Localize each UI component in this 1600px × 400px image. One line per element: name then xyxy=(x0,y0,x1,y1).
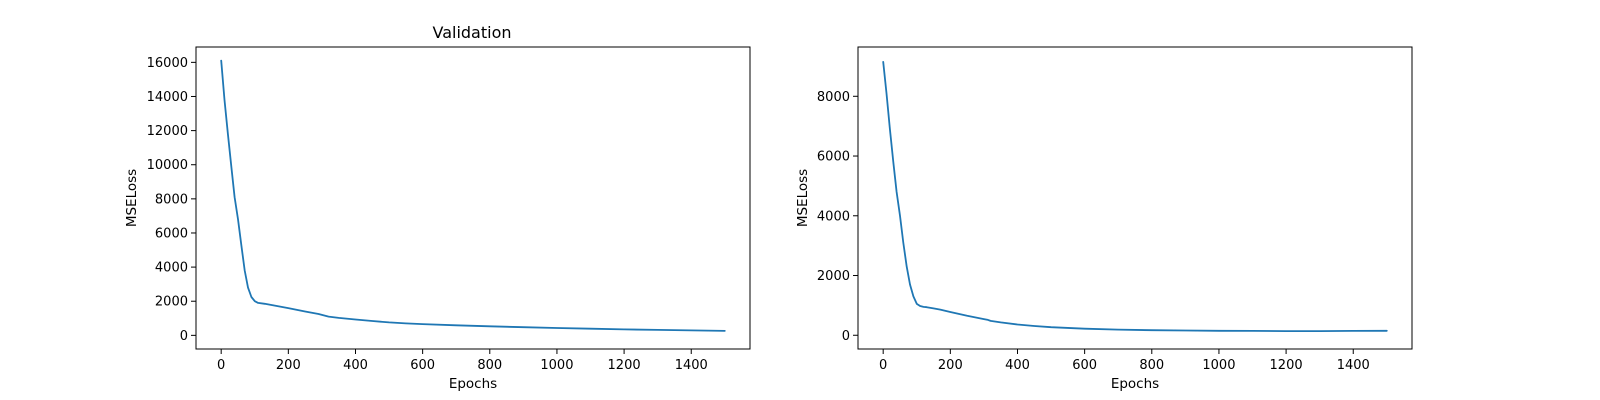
y-tick-label: 16000 xyxy=(147,56,188,71)
y-tick: 16000 xyxy=(147,56,196,71)
x-tick: 1000 xyxy=(540,349,573,373)
x-tick: 200 xyxy=(276,349,301,373)
x-tick: 800 xyxy=(1139,349,1164,373)
y-tick-label: 6000 xyxy=(817,150,850,165)
y-tick: 0 xyxy=(180,329,196,344)
x-tick-label: 600 xyxy=(410,358,435,373)
y-tick-label: 14000 xyxy=(147,90,188,105)
x-tick: 600 xyxy=(1072,349,1097,373)
y-tick-label: 2000 xyxy=(155,295,188,310)
y-tick-label: 2000 xyxy=(817,269,850,284)
y-tick-label: 8000 xyxy=(155,192,188,207)
x-tick-label: 1000 xyxy=(540,358,573,373)
x-tick: 1200 xyxy=(1270,349,1303,373)
x-tick-label: 800 xyxy=(1139,358,1164,373)
x-tick: 1400 xyxy=(1337,349,1370,373)
x-tick-label: 0 xyxy=(879,358,887,373)
x-tick: 1000 xyxy=(1202,349,1235,373)
y-tick-label: 4000 xyxy=(155,261,188,276)
loss-line xyxy=(882,61,1388,332)
x-tick-label: 1400 xyxy=(1337,358,1370,373)
y-tick: 10000 xyxy=(147,158,196,173)
y-axis-label: MSELoss xyxy=(795,169,811,227)
y-axis: 0 2000 4000 6000 8000 xyxy=(817,90,858,344)
y-tick: 6000 xyxy=(817,150,858,165)
x-tick: 800 xyxy=(477,349,502,373)
x-tick: 200 xyxy=(938,349,963,373)
chart-validation: Validation 0 200 400 600 800 1000 1200 1400 0 20… xyxy=(124,23,751,392)
chart-title: Validation xyxy=(432,23,511,42)
x-tick: 0 xyxy=(217,349,225,373)
x-tick-label: 800 xyxy=(477,358,502,373)
x-axis: 0 200 400 600 800 1000 1200 1400 xyxy=(879,349,1370,373)
x-axis-label: Epochs xyxy=(449,376,497,392)
x-tick: 1200 xyxy=(608,349,641,373)
y-tick-label: 4000 xyxy=(817,209,850,224)
x-tick-label: 0 xyxy=(217,358,225,373)
x-tick-label: 200 xyxy=(276,358,301,373)
x-tick-label: 1200 xyxy=(1270,358,1303,373)
x-tick-label: 1200 xyxy=(608,358,641,373)
y-tick: 2000 xyxy=(817,269,858,284)
x-tick-label: 400 xyxy=(343,358,368,373)
plot-area xyxy=(195,46,751,350)
y-tick: 6000 xyxy=(155,226,196,241)
x-axis: 0 200 400 600 800 1000 1200 1400 xyxy=(217,349,708,373)
x-tick: 400 xyxy=(343,349,368,373)
plot-area xyxy=(857,46,1413,350)
y-tick: 0 xyxy=(842,329,858,344)
y-tick: 4000 xyxy=(817,209,858,224)
y-axis-label: MSELoss xyxy=(124,169,140,227)
y-tick-label: 6000 xyxy=(155,226,188,241)
x-tick: 0 xyxy=(879,349,887,373)
y-tick-label: 0 xyxy=(180,329,188,344)
y-tick: 12000 xyxy=(147,124,196,139)
y-axis: 0 2000 4000 6000 8000 10000 12000 14000 16000 xyxy=(147,56,196,344)
y-tick-label: 10000 xyxy=(147,158,188,173)
y-tick: 4000 xyxy=(155,261,196,276)
x-tick: 1400 xyxy=(675,349,708,373)
x-tick: 400 xyxy=(1005,349,1030,373)
y-tick: 14000 xyxy=(147,90,196,105)
x-tick-label: 200 xyxy=(938,358,963,373)
y-tick-label: 0 xyxy=(842,329,850,344)
x-tick: 600 xyxy=(410,349,435,373)
y-tick: 2000 xyxy=(155,295,196,310)
x-tick-label: 400 xyxy=(1005,358,1030,373)
y-tick-label: 12000 xyxy=(147,124,188,139)
loss-line xyxy=(220,59,726,332)
y-tick-label: 8000 xyxy=(817,90,850,105)
y-tick: 8000 xyxy=(817,90,858,105)
chart-secondary: 0 200 400 600 800 1000 1200 1400 0 2000 4000 6000 8… xyxy=(795,46,1413,392)
x-axis-label: Epochs xyxy=(1111,376,1159,392)
x-tick-label: 600 xyxy=(1072,358,1097,373)
x-tick-label: 1400 xyxy=(675,358,708,373)
x-tick-label: 1000 xyxy=(1202,358,1235,373)
y-tick: 8000 xyxy=(155,192,196,207)
